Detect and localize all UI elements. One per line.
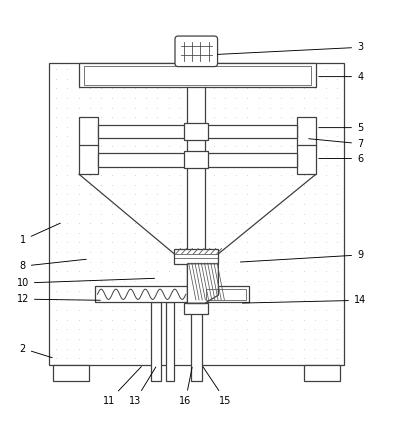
Bar [151, 302, 161, 381]
Bar [304, 365, 340, 381]
Text: 1: 1 [20, 223, 60, 245]
Polygon shape [187, 264, 218, 303]
Bar [191, 303, 202, 381]
Bar [184, 123, 208, 140]
Text: 13: 13 [129, 367, 156, 406]
Bar [297, 117, 316, 146]
Bar [174, 249, 218, 264]
Bar [79, 63, 316, 87]
Text: 12: 12 [17, 294, 100, 304]
Bar [187, 87, 205, 264]
Bar [203, 286, 249, 302]
Text: 2: 2 [20, 344, 52, 358]
Text: 16: 16 [179, 367, 192, 406]
Bar [98, 125, 187, 139]
Text: 6: 6 [319, 154, 363, 163]
Bar [205, 153, 297, 166]
Bar [53, 365, 89, 381]
Bar [184, 303, 208, 314]
Text: 8: 8 [20, 259, 86, 271]
Bar [79, 145, 98, 174]
Bar [95, 286, 187, 302]
Bar [297, 145, 316, 174]
Bar [84, 66, 311, 85]
Text: 9: 9 [241, 250, 363, 262]
Bar [49, 63, 344, 365]
Bar [98, 153, 187, 166]
Text: 14: 14 [243, 295, 366, 305]
Text: 5: 5 [319, 123, 363, 133]
Text: 3: 3 [218, 42, 363, 55]
Bar [184, 151, 208, 168]
Bar [79, 117, 98, 146]
Text: 7: 7 [309, 139, 363, 149]
Text: 15: 15 [203, 367, 232, 406]
Text: 4: 4 [319, 71, 363, 82]
Bar [206, 289, 246, 300]
Text: 10: 10 [17, 278, 154, 288]
FancyBboxPatch shape [175, 36, 218, 67]
Bar [166, 302, 174, 381]
Text: 11: 11 [103, 367, 141, 406]
Bar [205, 125, 297, 139]
Bar [187, 264, 205, 303]
